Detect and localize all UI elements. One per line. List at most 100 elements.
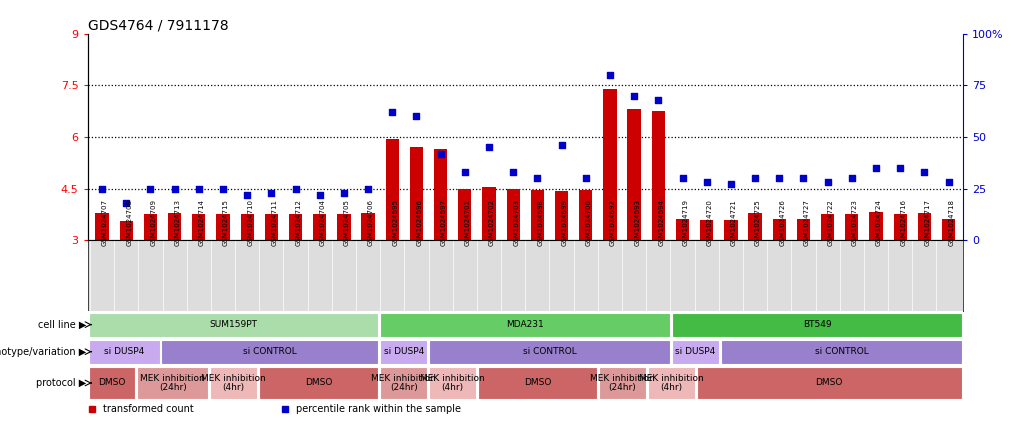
FancyBboxPatch shape xyxy=(89,368,135,398)
Text: GSM1024705: GSM1024705 xyxy=(344,199,350,246)
Text: GDS4764 / 7911178: GDS4764 / 7911178 xyxy=(88,19,229,33)
Text: GSM1024703: GSM1024703 xyxy=(513,199,519,246)
Text: GSM1024727: GSM1024727 xyxy=(803,199,810,246)
Bar xyxy=(749,213,762,240)
Text: GSM1024710: GSM1024710 xyxy=(247,199,253,246)
Text: MEK inhibition
(24hr): MEK inhibition (24hr) xyxy=(372,374,436,393)
Bar xyxy=(168,213,181,240)
Bar xyxy=(530,190,544,240)
Text: GSM1024715: GSM1024715 xyxy=(222,199,229,246)
Point xyxy=(578,175,594,181)
Point xyxy=(675,175,691,181)
FancyBboxPatch shape xyxy=(696,368,962,398)
Point xyxy=(118,200,135,206)
FancyBboxPatch shape xyxy=(673,340,719,364)
Point xyxy=(287,185,304,192)
Point xyxy=(747,175,763,181)
Point xyxy=(94,185,110,192)
Bar xyxy=(846,214,858,240)
Text: si DUSP4: si DUSP4 xyxy=(676,347,716,356)
Bar xyxy=(604,89,617,240)
Bar xyxy=(700,220,714,240)
FancyBboxPatch shape xyxy=(380,313,671,337)
FancyBboxPatch shape xyxy=(673,313,962,337)
Bar xyxy=(385,139,399,240)
Point xyxy=(408,113,424,120)
Text: GSM1024692: GSM1024692 xyxy=(610,199,616,246)
Bar xyxy=(288,214,302,240)
Text: GSM1024708: GSM1024708 xyxy=(127,199,132,246)
Point xyxy=(892,165,908,171)
Text: GSM1024709: GSM1024709 xyxy=(150,199,157,246)
Text: GSM1024717: GSM1024717 xyxy=(924,199,930,246)
Text: MEK inhibition
(24hr): MEK inhibition (24hr) xyxy=(140,374,205,393)
Point xyxy=(263,190,279,196)
Point xyxy=(167,185,183,192)
Point xyxy=(336,190,352,196)
Text: MEK inhibition
(4hr): MEK inhibition (4hr) xyxy=(201,374,266,393)
Point xyxy=(867,165,884,171)
Text: MEK inhibition
(4hr): MEK inhibition (4hr) xyxy=(420,374,485,393)
Point xyxy=(456,169,473,176)
Point xyxy=(795,175,812,181)
Text: percentile rank within the sample: percentile rank within the sample xyxy=(296,404,460,414)
Point xyxy=(844,175,860,181)
Text: GSM1024723: GSM1024723 xyxy=(852,199,858,246)
FancyBboxPatch shape xyxy=(721,340,962,364)
Point xyxy=(214,185,231,192)
Text: DMSO: DMSO xyxy=(98,379,126,387)
Text: GSM1024724: GSM1024724 xyxy=(876,199,882,246)
Point xyxy=(505,169,521,176)
FancyBboxPatch shape xyxy=(380,340,427,364)
Point xyxy=(820,179,836,186)
Text: GSM1024714: GSM1024714 xyxy=(199,199,205,246)
Point xyxy=(433,150,449,157)
Text: GSM1024713: GSM1024713 xyxy=(175,199,180,246)
Text: GSM1024718: GSM1024718 xyxy=(949,199,955,246)
Bar xyxy=(918,213,931,240)
Text: GSM1024726: GSM1024726 xyxy=(780,199,785,246)
Text: GSM1024702: GSM1024702 xyxy=(489,199,495,246)
Point xyxy=(239,191,255,198)
Text: GSM1024699: GSM1024699 xyxy=(561,199,568,246)
Point xyxy=(529,175,546,181)
Bar xyxy=(265,214,278,240)
Point xyxy=(771,175,788,181)
Text: BT549: BT549 xyxy=(802,320,831,329)
Bar xyxy=(676,219,689,240)
Point xyxy=(650,96,666,103)
Point xyxy=(191,185,207,192)
Bar xyxy=(579,190,592,240)
Text: si DUSP4: si DUSP4 xyxy=(383,347,423,356)
FancyBboxPatch shape xyxy=(478,368,597,398)
Point xyxy=(553,142,570,148)
Bar xyxy=(410,147,423,240)
Bar xyxy=(893,214,906,240)
Text: GSM1024695: GSM1024695 xyxy=(392,199,399,246)
FancyBboxPatch shape xyxy=(428,368,476,398)
Bar xyxy=(119,221,133,240)
FancyBboxPatch shape xyxy=(89,340,160,364)
Bar xyxy=(821,214,834,240)
Text: GSM1024697: GSM1024697 xyxy=(441,199,447,246)
Text: si CONTROL: si CONTROL xyxy=(523,347,577,356)
Text: GSM1024701: GSM1024701 xyxy=(465,199,471,246)
Bar xyxy=(241,214,253,240)
Text: GSM1024706: GSM1024706 xyxy=(368,199,374,246)
Bar xyxy=(458,189,472,240)
Text: MEK inhibition
(24hr): MEK inhibition (24hr) xyxy=(590,374,655,393)
FancyBboxPatch shape xyxy=(380,368,427,398)
Bar xyxy=(941,219,955,240)
Text: GSM1024694: GSM1024694 xyxy=(658,199,664,246)
Text: SUM159PT: SUM159PT xyxy=(209,320,258,329)
Text: GSM1024711: GSM1024711 xyxy=(271,199,277,246)
Text: genotype/variation ▶: genotype/variation ▶ xyxy=(0,347,87,357)
Text: GSM1024721: GSM1024721 xyxy=(731,199,736,246)
Point xyxy=(602,72,618,79)
Point xyxy=(311,191,328,198)
FancyBboxPatch shape xyxy=(210,368,256,398)
Bar xyxy=(507,189,520,240)
Text: GSM1024698: GSM1024698 xyxy=(538,199,544,246)
Bar xyxy=(337,214,350,240)
Text: DMSO: DMSO xyxy=(524,379,551,387)
